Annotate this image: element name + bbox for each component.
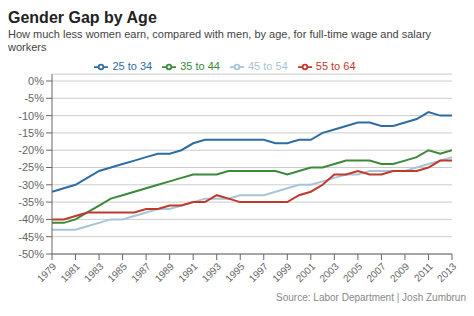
svg-text:-35%: -35% [18, 196, 44, 208]
svg-text:-5%: -5% [24, 92, 44, 104]
svg-text:-30%: -30% [18, 179, 44, 191]
svg-text:1999: 1999 [270, 260, 294, 284]
svg-text:-45%: -45% [18, 231, 44, 243]
svg-text:1983: 1983 [82, 260, 106, 284]
svg-text:2005: 2005 [341, 260, 365, 284]
svg-text:1991: 1991 [176, 260, 200, 284]
svg-text:-15%: -15% [18, 127, 44, 139]
html-text:35 to 44: 35 to 44 [180, 60, 220, 72]
svg-text:1989: 1989 [153, 260, 177, 284]
html-text:25 to 34: 25 to 34 [112, 60, 153, 72]
svg-text:2007: 2007 [364, 260, 388, 284]
svg-text:0%: 0% [28, 75, 44, 87]
svg-text:1997: 1997 [247, 260, 271, 284]
svg-text:-25%: -25% [18, 161, 44, 173]
html-text:Source: Labor Department | Jos: Source: Labor Department | Josh Zumbrun [276, 292, 466, 303]
html-text:Gender Gap by Age: Gender Gap by Age [8, 9, 157, 26]
svg-text:2011: 2011 [412, 260, 435, 283]
html-text:45 to 54: 45 to 54 [248, 60, 288, 72]
svg-text:1981: 1981 [58, 260, 82, 284]
svg-text:2013: 2013 [435, 260, 459, 284]
svg-text:1993: 1993 [200, 260, 224, 284]
svg-text:-40%: -40% [18, 213, 44, 225]
svg-text:1987: 1987 [129, 260, 153, 284]
svg-text:2001: 2001 [294, 260, 318, 284]
svg-text:1995: 1995 [223, 260, 247, 284]
svg-text:1979: 1979 [35, 260, 59, 284]
svg-text:1985: 1985 [106, 260, 130, 284]
svg-text:2009: 2009 [388, 260, 412, 284]
html-text:55 to 64: 55 to 64 [315, 60, 356, 72]
svg-text:-20%: -20% [18, 144, 44, 156]
svg-text:-50%: -50% [18, 248, 44, 260]
html-text:How much less women earn, comp: How much less women earn, compared with … [8, 28, 432, 53]
svg-text:-10%: -10% [18, 110, 44, 122]
svg-text:2003: 2003 [317, 260, 341, 284]
